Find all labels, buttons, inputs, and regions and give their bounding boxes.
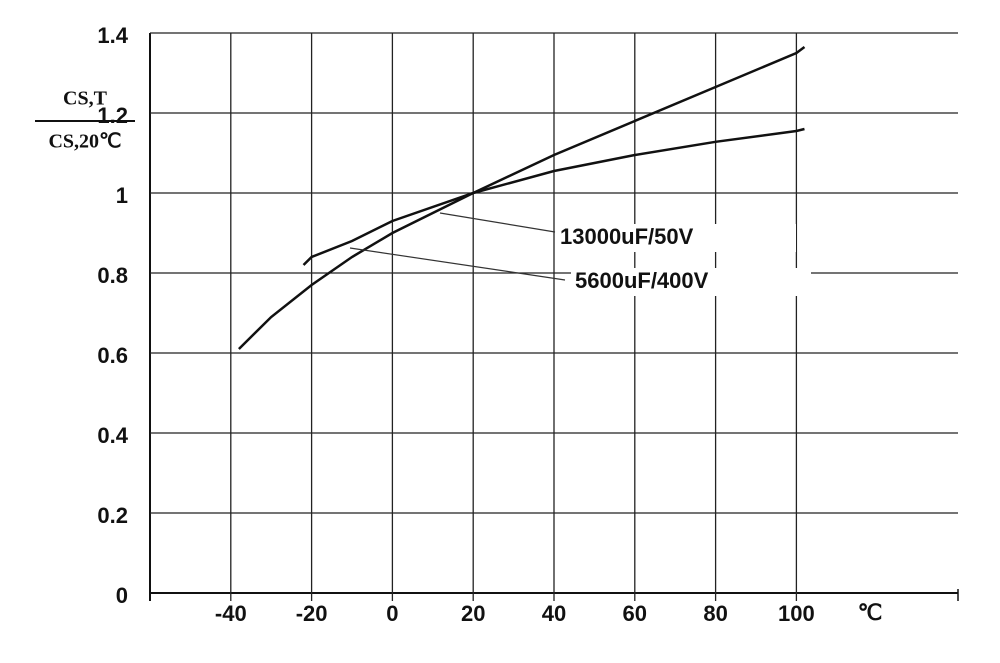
- series-line: [238, 45, 806, 350]
- leader-line: [349, 247, 566, 281]
- y-tick-label: 0: [116, 583, 128, 608]
- x-tick-label: 20: [461, 601, 485, 626]
- series-label: 13000uF/50V: [560, 224, 694, 249]
- y-tick-label: 1.2: [97, 103, 128, 128]
- x-tick-label: -20: [296, 601, 328, 626]
- x-tick-label: 60: [623, 601, 647, 626]
- x-tick-label: 0: [386, 601, 398, 626]
- leader-line: [439, 212, 556, 233]
- x-label: ℃: [858, 600, 883, 625]
- y-tick-label: 1: [116, 183, 128, 208]
- y-tick-label: 0.8: [97, 263, 128, 288]
- x-tick-label: 40: [542, 601, 566, 626]
- y-tick-label: 0.6: [97, 343, 128, 368]
- y-tick-label: 1.4: [97, 23, 128, 48]
- label-bg: [571, 268, 811, 296]
- series-label: 5600uF/400V: [575, 268, 709, 293]
- y-label-denominator: CS,20℃: [48, 131, 121, 153]
- x-tick-label: 80: [703, 601, 727, 626]
- label-bg: [556, 224, 796, 252]
- series-line: [302, 127, 805, 266]
- y-label-numerator: CS,T: [63, 88, 108, 110]
- x-tick-label: -40: [215, 601, 247, 626]
- y-tick-label: 0.4: [97, 423, 128, 448]
- x-tick-label: 100: [778, 601, 815, 626]
- y-tick-label: 0.2: [97, 503, 128, 528]
